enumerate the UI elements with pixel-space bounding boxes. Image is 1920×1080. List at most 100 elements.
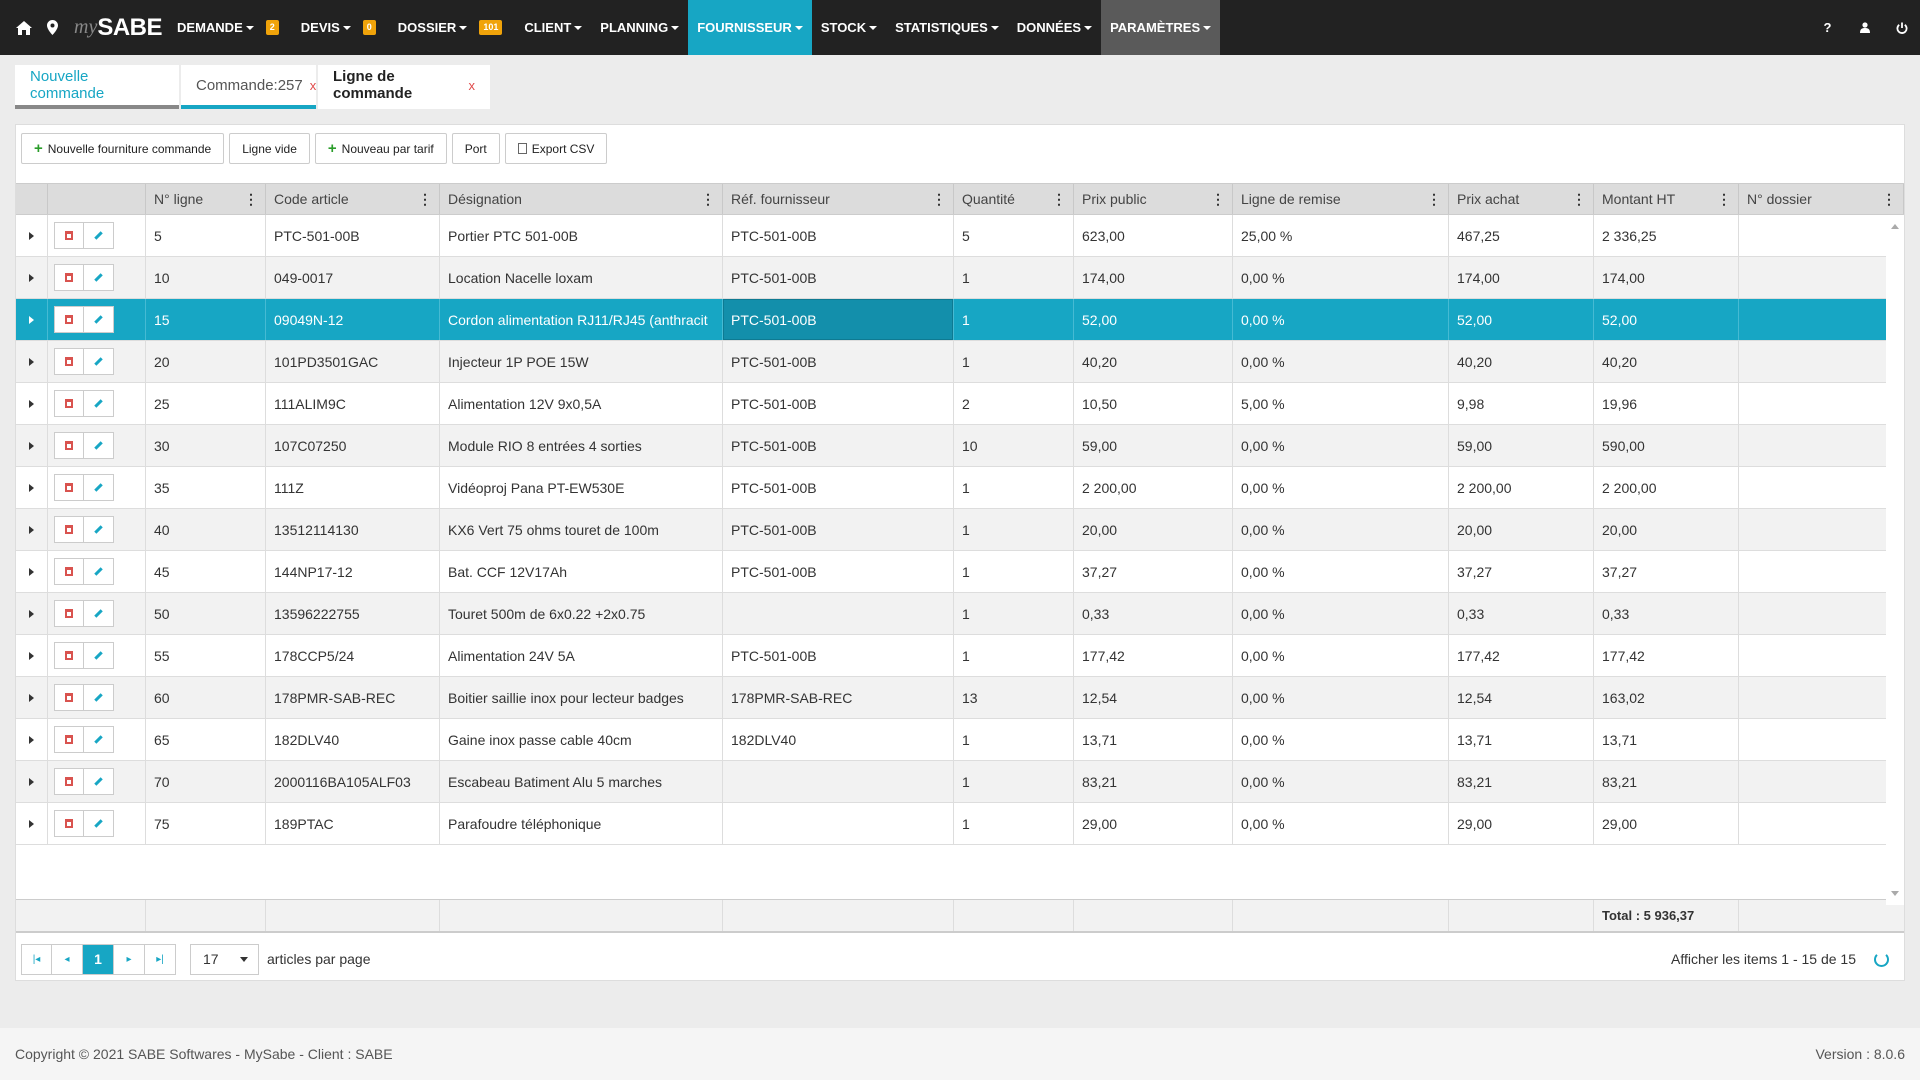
cell-discount[interactable]: 0,00 % — [1233, 593, 1449, 634]
page-number-button[interactable]: 1 — [83, 943, 114, 975]
cell-amount-ht[interactable]: 2 336,25 — [1594, 215, 1739, 256]
cell-supplier-ref[interactable]: PTC-501-00B — [723, 635, 954, 676]
cell-line-number[interactable]: 70 — [146, 761, 266, 802]
tab-commande-257[interactable]: Commande:257 x — [181, 65, 316, 109]
tab-ligne-de-commande[interactable]: Ligne de commande x — [318, 65, 490, 109]
column-menu-icon[interactable]: ⋮ — [1211, 190, 1225, 207]
cell-public-price[interactable]: 29,00 — [1074, 803, 1233, 844]
delete-row-button[interactable] — [54, 726, 84, 753]
cell-public-price[interactable]: 83,21 — [1074, 761, 1233, 802]
cell-article-code[interactable]: 178PMR-SAB-REC — [266, 677, 440, 718]
cell-amount-ht[interactable]: 2 200,00 — [1594, 467, 1739, 508]
cell-discount[interactable]: 0,00 % — [1233, 677, 1449, 718]
cell-designation[interactable]: Gaine inox passe cable 40cm — [440, 719, 723, 760]
cell-public-price[interactable]: 623,00 — [1074, 215, 1233, 256]
cell-designation[interactable]: Alimentation 12V 9x0,5A — [440, 383, 723, 424]
expand-row-button[interactable] — [16, 215, 48, 256]
delete-row-button[interactable] — [54, 684, 84, 711]
nav-statistiques[interactable]: STATISTIQUES — [886, 0, 1008, 55]
cell-public-price[interactable]: 20,00 — [1074, 509, 1233, 550]
cell-line-number[interactable]: 15 — [146, 299, 266, 340]
table-row[interactable]: 40 13512114130 KX6 Vert 75 ohms touret de … — [16, 509, 1904, 551]
cell-quantity[interactable]: 1 — [954, 593, 1074, 634]
cell-discount[interactable]: 0,00 % — [1233, 761, 1449, 802]
cell-file-number[interactable] — [1739, 425, 1904, 466]
cell-designation[interactable]: KX6 Vert 75 ohms touret de 100m — [440, 509, 723, 550]
cell-amount-ht[interactable]: 29,00 — [1594, 803, 1739, 844]
delete-row-button[interactable] — [54, 390, 84, 417]
cell-discount[interactable]: 0,00 % — [1233, 803, 1449, 844]
cell-file-number[interactable] — [1739, 257, 1904, 298]
cell-article-code[interactable]: 107C07250 — [266, 425, 440, 466]
cell-article-code[interactable]: 182DLV40 — [266, 719, 440, 760]
cell-line-number[interactable]: 5 — [146, 215, 266, 256]
cell-file-number[interactable] — [1739, 467, 1904, 508]
cell-designation[interactable]: Alimentation 24V 5A — [440, 635, 723, 676]
cell-file-number[interactable] — [1739, 509, 1904, 550]
cell-article-code[interactable]: 111Z — [266, 467, 440, 508]
nav-donnees[interactable]: DONNÉES — [1008, 0, 1101, 55]
table-row[interactable]: 20 101PD3501GAC Injecteur 1P POE 15W PTC-50… — [16, 341, 1904, 383]
expand-row-button[interactable] — [16, 803, 48, 844]
cell-amount-ht[interactable]: 177,42 — [1594, 635, 1739, 676]
cell-line-number[interactable]: 25 — [146, 383, 266, 424]
table-row[interactable]: 65 182DLV40 Gaine inox passe cable 40cm 182… — [16, 719, 1904, 761]
column-menu-icon[interactable]: ⋮ — [1572, 190, 1586, 207]
nav-fournisseur[interactable]: FOURNISSEUR — [688, 0, 812, 55]
cell-amount-ht[interactable]: 20,00 — [1594, 509, 1739, 550]
column-menu-icon[interactable]: ⋮ — [701, 190, 715, 207]
cell-designation[interactable]: Module RIO 8 entrées 4 sorties — [440, 425, 723, 466]
edit-row-button[interactable] — [84, 600, 114, 627]
cell-file-number[interactable] — [1739, 341, 1904, 382]
cell-public-price[interactable]: 177,42 — [1074, 635, 1233, 676]
cell-public-price[interactable]: 10,50 — [1074, 383, 1233, 424]
cell-designation[interactable]: Touret 500m de 6x0.22 +2x0.75 — [440, 593, 723, 634]
cell-discount[interactable]: 0,00 % — [1233, 425, 1449, 466]
nav-devis[interactable]: DEVIS 0 — [292, 0, 389, 55]
cell-line-number[interactable]: 75 — [146, 803, 266, 844]
table-row[interactable]: 50 13596222755 Touret 500m de 6x0.22 +2x0.… — [16, 593, 1904, 635]
nav-parametres[interactable]: PARAMÈTRES — [1101, 0, 1221, 55]
home-icon[interactable] — [10, 0, 38, 55]
delete-row-button[interactable] — [54, 474, 84, 501]
cell-amount-ht[interactable]: 590,00 — [1594, 425, 1739, 466]
cell-purchase-price[interactable]: 12,54 — [1449, 677, 1594, 718]
cell-designation[interactable]: Escabeau Batiment Alu 5 marches — [440, 761, 723, 802]
nav-stock[interactable]: STOCK — [812, 0, 886, 55]
cell-amount-ht[interactable]: 19,96 — [1594, 383, 1739, 424]
cell-file-number[interactable] — [1739, 215, 1904, 256]
header-article-code[interactable]: Code article ⋮ — [266, 184, 440, 214]
cell-public-price[interactable]: 40,20 — [1074, 341, 1233, 382]
delete-row-button[interactable] — [54, 768, 84, 795]
cell-public-price[interactable]: 59,00 — [1074, 425, 1233, 466]
user-icon[interactable] — [1846, 0, 1883, 55]
expand-row-button[interactable] — [16, 635, 48, 676]
cell-supplier-ref[interactable]: PTC-501-00B — [723, 551, 954, 592]
header-line-number[interactable]: N° ligne ⋮ — [146, 184, 266, 214]
edit-row-button[interactable] — [84, 264, 114, 291]
tab-nouvelle-commande[interactable]: Nouvelle commande — [15, 65, 179, 109]
delete-row-button[interactable] — [54, 306, 84, 333]
cell-public-price[interactable]: 174,00 — [1074, 257, 1233, 298]
cell-discount[interactable]: 0,00 % — [1233, 299, 1449, 340]
edit-row-button[interactable] — [84, 306, 114, 333]
column-menu-icon[interactable]: ⋮ — [1427, 190, 1441, 207]
column-menu-icon[interactable]: ⋮ — [932, 190, 946, 207]
cell-line-number[interactable]: 45 — [146, 551, 266, 592]
cell-amount-ht[interactable]: 40,20 — [1594, 341, 1739, 382]
edit-row-button[interactable] — [84, 558, 114, 585]
cell-supplier-ref[interactable]: PTC-501-00B — [723, 467, 954, 508]
edit-row-button[interactable] — [84, 474, 114, 501]
cell-line-number[interactable]: 20 — [146, 341, 266, 382]
cell-supplier-ref[interactable]: PTC-501-00B — [723, 215, 954, 256]
cell-quantity[interactable]: 5 — [954, 215, 1074, 256]
delete-row-button[interactable] — [54, 516, 84, 543]
cell-file-number[interactable] — [1739, 677, 1904, 718]
cell-designation[interactable]: Injecteur 1P POE 15W — [440, 341, 723, 382]
nav-dossier[interactable]: DOSSIER 101 — [389, 0, 516, 55]
refresh-icon[interactable] — [1874, 951, 1889, 967]
header-public-price[interactable]: Prix public ⋮ — [1074, 184, 1233, 214]
cell-quantity[interactable]: 1 — [954, 341, 1074, 382]
cell-amount-ht[interactable]: 83,21 — [1594, 761, 1739, 802]
header-file-number[interactable]: N° dossier ⋮ — [1739, 184, 1904, 214]
